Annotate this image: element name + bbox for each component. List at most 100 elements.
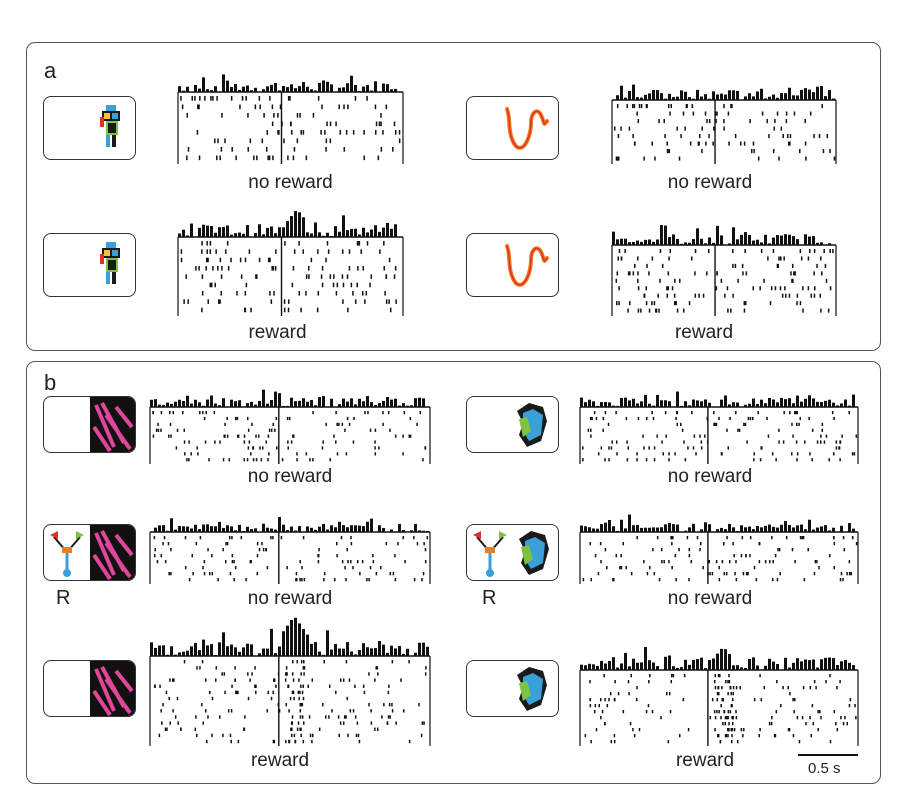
psth-bar xyxy=(636,240,639,245)
psth-bar xyxy=(820,526,823,532)
psth-bar xyxy=(656,90,659,100)
psth-bar xyxy=(708,237,711,245)
spike-tick xyxy=(347,560,349,564)
spike-tick xyxy=(270,696,273,701)
spike-tick xyxy=(378,446,380,450)
spike-tick xyxy=(307,266,310,271)
spike-tick xyxy=(613,740,616,744)
psth-bar xyxy=(306,634,309,656)
psth-bar xyxy=(640,401,643,407)
psth-bar xyxy=(820,242,823,245)
spike-tick xyxy=(735,710,737,714)
spike-tick xyxy=(823,249,825,254)
spike-tick xyxy=(715,119,717,124)
spike-tick xyxy=(292,678,295,682)
spike-tick xyxy=(636,452,638,456)
spike-tick xyxy=(222,733,224,738)
spike-tick xyxy=(688,548,691,552)
spike-tick xyxy=(423,721,425,725)
psth-bar xyxy=(370,518,373,532)
spike-tick xyxy=(253,155,255,161)
spike-tick xyxy=(717,686,720,690)
spike-tick xyxy=(268,452,270,456)
psth-bar xyxy=(338,521,341,532)
spike-tick xyxy=(342,299,344,304)
spike-tick xyxy=(820,308,822,313)
spike-tick xyxy=(702,566,704,570)
spike-tick xyxy=(413,578,416,582)
spike-tick xyxy=(776,578,779,582)
spike-tick xyxy=(424,446,427,450)
spike-tick xyxy=(675,578,677,582)
spike-tick xyxy=(672,674,675,678)
psth-bar xyxy=(644,394,647,407)
spike-tick xyxy=(300,672,302,676)
psth-bar xyxy=(692,523,695,532)
raster-svg xyxy=(149,389,431,464)
psth-bar xyxy=(326,81,329,92)
spike-tick xyxy=(640,308,642,313)
spike-tick xyxy=(221,266,223,271)
spike-tick xyxy=(842,536,845,540)
spike-tick xyxy=(187,147,190,152)
psth-bar xyxy=(808,89,811,100)
psth-bar xyxy=(234,401,237,407)
spike-tick xyxy=(724,734,727,738)
spike-tick xyxy=(615,278,618,283)
psth-bar xyxy=(640,97,643,100)
spike-tick xyxy=(187,299,189,304)
psth-bar xyxy=(696,400,699,407)
spike-tick xyxy=(658,119,660,124)
spike-tick xyxy=(376,727,379,731)
psth-bar xyxy=(318,397,321,407)
psth-bar xyxy=(350,525,353,532)
spike-tick xyxy=(723,104,725,109)
spike-tick xyxy=(809,452,811,456)
spike-tick xyxy=(303,672,305,676)
spike-tick xyxy=(840,716,842,720)
spike-tick xyxy=(640,104,643,109)
spike-tick xyxy=(299,578,301,582)
spike-tick xyxy=(425,666,427,670)
spike-tick xyxy=(194,96,196,101)
spike-tick xyxy=(186,458,188,462)
spike-tick xyxy=(265,147,268,152)
spike-tick xyxy=(610,446,613,450)
spike-tick xyxy=(341,274,344,279)
spike-tick xyxy=(694,271,696,276)
psth-bar xyxy=(254,528,257,532)
spike-tick xyxy=(604,722,606,726)
spike-tick xyxy=(204,96,206,101)
psth-bar xyxy=(178,652,181,656)
spike-tick xyxy=(336,554,338,558)
spike-tick xyxy=(164,560,167,564)
psth-bar xyxy=(270,226,273,237)
spike-tick xyxy=(335,121,337,127)
spike-tick xyxy=(591,416,593,421)
spike-tick xyxy=(236,690,238,695)
psth-bar xyxy=(792,95,795,100)
spike-tick xyxy=(789,134,792,139)
robot-figure-icon xyxy=(100,105,120,147)
spike-tick xyxy=(212,96,214,101)
psth-bar xyxy=(688,97,691,100)
spike-tick xyxy=(753,452,755,456)
spike-tick xyxy=(292,690,295,695)
spike-tick xyxy=(234,566,237,570)
spike-tick xyxy=(261,542,263,546)
spike-tick xyxy=(782,686,784,690)
blue-green-shape-icon xyxy=(517,667,547,711)
spike-tick xyxy=(424,560,427,564)
spike-tick xyxy=(226,434,229,438)
spike-tick xyxy=(222,458,225,462)
spike-tick xyxy=(217,266,219,271)
manipulandum-icon xyxy=(50,525,135,580)
spike-tick xyxy=(252,446,254,450)
spike-tick xyxy=(816,440,819,444)
spike-tick xyxy=(382,130,384,135)
spike-tick xyxy=(813,680,816,684)
psth-bar xyxy=(222,632,225,656)
psth-bar xyxy=(660,400,663,407)
spike-tick xyxy=(298,291,300,296)
psth-bar xyxy=(676,238,679,245)
